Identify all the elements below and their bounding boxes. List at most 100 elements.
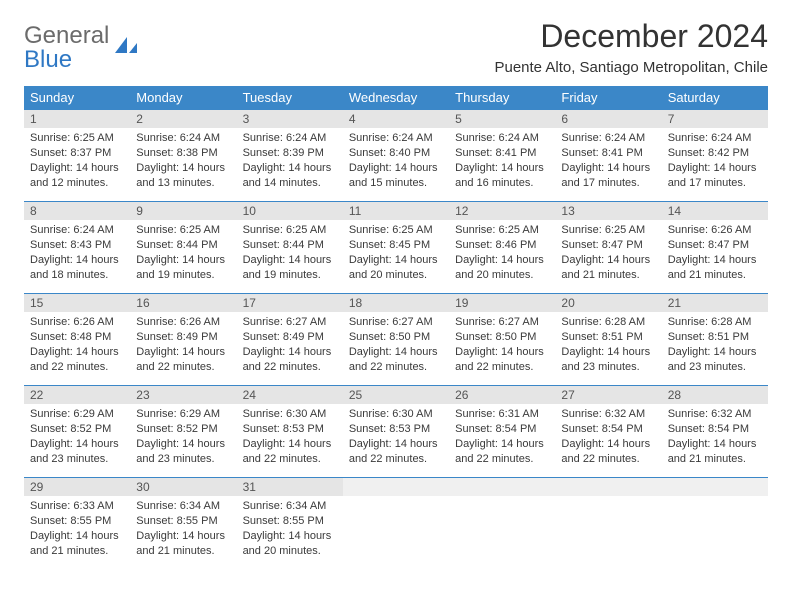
- sunrise-line: Sunrise: 6:30 AM: [243, 407, 337, 422]
- sunset-line: Sunset: 8:54 PM: [561, 422, 655, 437]
- sunset-line: Sunset: 8:47 PM: [561, 238, 655, 253]
- day-number: 10: [237, 202, 343, 220]
- day-details: Sunrise: 6:34 AMSunset: 8:55 PMDaylight:…: [237, 496, 343, 562]
- calendar-day-cell: 23Sunrise: 6:29 AMSunset: 8:52 PMDayligh…: [130, 386, 236, 478]
- day-number: 29: [24, 478, 130, 496]
- daylight-line: Daylight: 14 hours and 19 minutes.: [136, 253, 230, 283]
- weekday-header: Monday: [130, 86, 236, 110]
- weekday-header: Tuesday: [237, 86, 343, 110]
- calendar-week-row: 8Sunrise: 6:24 AMSunset: 8:43 PMDaylight…: [24, 202, 768, 294]
- calendar-day-cell: 31Sunrise: 6:34 AMSunset: 8:55 PMDayligh…: [237, 478, 343, 570]
- sunset-line: Sunset: 8:45 PM: [349, 238, 443, 253]
- calendar-day-cell: 1Sunrise: 6:25 AMSunset: 8:37 PMDaylight…: [24, 110, 130, 202]
- day-number: 23: [130, 386, 236, 404]
- calendar-day-cell: 15 Sunrise: 6:26 AMSunset: 8:48 PMDayligh…: [24, 294, 130, 386]
- day-details: Sunrise: 6:25 AMSunset: 8:47 PMDaylight:…: [555, 220, 661, 286]
- calendar-day-cell: 26Sunrise: 6:31 AMSunset: 8:54 PMDayligh…: [449, 386, 555, 478]
- calendar-day-cell: 14Sunrise: 6:26 AMSunset: 8:47 PMDayligh…: [662, 202, 768, 294]
- day-number: 28: [662, 386, 768, 404]
- daylight-line: Daylight: 14 hours and 17 minutes.: [561, 161, 655, 191]
- logo-line2: Blue: [24, 48, 109, 72]
- daylight-line: Daylight: 14 hours and 13 minutes.: [136, 161, 230, 191]
- day-number: 13: [555, 202, 661, 220]
- sunset-line: Sunset: 8:38 PM: [136, 146, 230, 161]
- daylight-line: Daylight: 14 hours and 12 minutes.: [30, 161, 124, 191]
- sunset-line: Sunset: 8:50 PM: [349, 330, 443, 345]
- calendar-day-cell: [555, 478, 661, 570]
- sunset-line: Sunset: 8:44 PM: [136, 238, 230, 253]
- day-number: 17: [237, 294, 343, 312]
- sunrise-line: Sunrise: 6:27 AM: [455, 315, 549, 330]
- day-number: 8: [24, 202, 130, 220]
- day-number: 18: [343, 294, 449, 312]
- calendar-day-cell: 29Sunrise: 6:33 AMSunset: 8:55 PMDayligh…: [24, 478, 130, 570]
- sunrise-line: Sunrise: 6:24 AM: [349, 131, 443, 146]
- calendar-day-cell: 5Sunrise: 6:24 AMSunset: 8:41 PMDaylight…: [449, 110, 555, 202]
- daylight-line: Daylight: 14 hours and 22 minutes.: [243, 437, 337, 467]
- daylight-line: Daylight: 14 hours and 14 minutes.: [243, 161, 337, 191]
- sunset-line: Sunset: 8:54 PM: [668, 422, 762, 437]
- day-details: Sunrise: 6:27 AMSunset: 8:49 PMDaylight:…: [237, 312, 343, 378]
- sunset-line: Sunset: 8:41 PM: [455, 146, 549, 161]
- sunrise-line: Sunrise: 6:26 AM: [30, 315, 124, 330]
- daylight-line: Daylight: 14 hours and 23 minutes.: [561, 345, 655, 375]
- daylight-line: Daylight: 14 hours and 17 minutes.: [668, 161, 762, 191]
- daylight-line: Daylight: 14 hours and 22 minutes.: [136, 345, 230, 375]
- sunrise-line: Sunrise: 6:24 AM: [30, 223, 124, 238]
- calendar-day-cell: 19Sunrise: 6:27 AMSunset: 8:50 PMDayligh…: [449, 294, 555, 386]
- calendar-day-cell: 2Sunrise: 6:24 AMSunset: 8:38 PMDaylight…: [130, 110, 236, 202]
- weekday-header: Wednesday: [343, 86, 449, 110]
- day-details: Sunrise: 6:30 AMSunset: 8:53 PMDaylight:…: [237, 404, 343, 470]
- day-number: 21: [662, 294, 768, 312]
- day-number: 14: [662, 202, 768, 220]
- sunrise-line: Sunrise: 6:26 AM: [668, 223, 762, 238]
- day-number: 24: [237, 386, 343, 404]
- sunrise-line: Sunrise: 6:25 AM: [243, 223, 337, 238]
- sunrise-line: Sunrise: 6:33 AM: [30, 499, 124, 514]
- calendar-day-cell: 27Sunrise: 6:32 AMSunset: 8:54 PMDayligh…: [555, 386, 661, 478]
- calendar-day-cell: 6Sunrise: 6:24 AMSunset: 8:41 PMDaylight…: [555, 110, 661, 202]
- day-details: Sunrise: 6:25 AMSunset: 8:37 PMDaylight:…: [24, 128, 130, 194]
- weekday-header: Sunday: [24, 86, 130, 110]
- calendar-day-cell: 13Sunrise: 6:25 AMSunset: 8:47 PMDayligh…: [555, 202, 661, 294]
- daylight-line: Daylight: 14 hours and 22 minutes.: [349, 437, 443, 467]
- daylight-line: Daylight: 14 hours and 22 minutes.: [349, 345, 443, 375]
- day-number: 15: [24, 294, 130, 312]
- day-number: 3: [237, 110, 343, 128]
- calendar-day-cell: [343, 478, 449, 570]
- calendar-day-cell: 8Sunrise: 6:24 AMSunset: 8:43 PMDaylight…: [24, 202, 130, 294]
- day-details: Sunrise: 6:25 AMSunset: 8:44 PMDaylight:…: [130, 220, 236, 286]
- header: General Blue December 2024 Puente Alto, …: [24, 18, 768, 76]
- daylight-line: Daylight: 14 hours and 22 minutes.: [561, 437, 655, 467]
- sunset-line: Sunset: 8:55 PM: [30, 514, 124, 529]
- sunrise-line: Sunrise: 6:24 AM: [243, 131, 337, 146]
- sunset-line: Sunset: 8:44 PM: [243, 238, 337, 253]
- sunrise-line: Sunrise: 6:34 AM: [136, 499, 230, 514]
- day-details: Sunrise: 6:25 AMSunset: 8:45 PMDaylight:…: [343, 220, 449, 286]
- sunrise-line: Sunrise: 6:30 AM: [349, 407, 443, 422]
- day-details: Sunrise: 6:24 AMSunset: 8:42 PMDaylight:…: [662, 128, 768, 194]
- sunset-line: Sunset: 8:50 PM: [455, 330, 549, 345]
- calendar-day-cell: 22Sunrise: 6:29 AMSunset: 8:52 PMDayligh…: [24, 386, 130, 478]
- weekday-header: Friday: [555, 86, 661, 110]
- daylight-line: Daylight: 14 hours and 23 minutes.: [30, 437, 124, 467]
- day-details: Sunrise: 6:24 AMSunset: 8:38 PMDaylight:…: [130, 128, 236, 194]
- sunset-line: Sunset: 8:54 PM: [455, 422, 549, 437]
- daylight-line: Daylight: 14 hours and 22 minutes.: [243, 345, 337, 375]
- sunset-line: Sunset: 8:40 PM: [349, 146, 443, 161]
- sunset-line: Sunset: 8:48 PM: [30, 330, 124, 345]
- sunrise-line: Sunrise: 6:25 AM: [136, 223, 230, 238]
- day-number: 1: [24, 110, 130, 128]
- sunrise-line: Sunrise: 6:24 AM: [455, 131, 549, 146]
- sunrise-line: Sunrise: 6:25 AM: [455, 223, 549, 238]
- sail-icon: [113, 35, 139, 62]
- day-details: Sunrise: 6:25 AMSunset: 8:44 PMDaylight:…: [237, 220, 343, 286]
- day-details: Sunrise: 6:24 AMSunset: 8:41 PMDaylight:…: [555, 128, 661, 194]
- daylight-line: Daylight: 14 hours and 22 minutes.: [30, 345, 124, 375]
- daylight-line: Daylight: 14 hours and 20 minutes.: [455, 253, 549, 283]
- sunrise-line: Sunrise: 6:25 AM: [30, 131, 124, 146]
- calendar-header-row: SundayMondayTuesdayWednesdayThursdayFrid…: [24, 86, 768, 110]
- page-subtitle: Puente Alto, Santiago Metropolitan, Chil…: [494, 59, 768, 76]
- day-details: Sunrise: 6:29 AMSunset: 8:52 PMDaylight:…: [130, 404, 236, 470]
- day-number: 22: [24, 386, 130, 404]
